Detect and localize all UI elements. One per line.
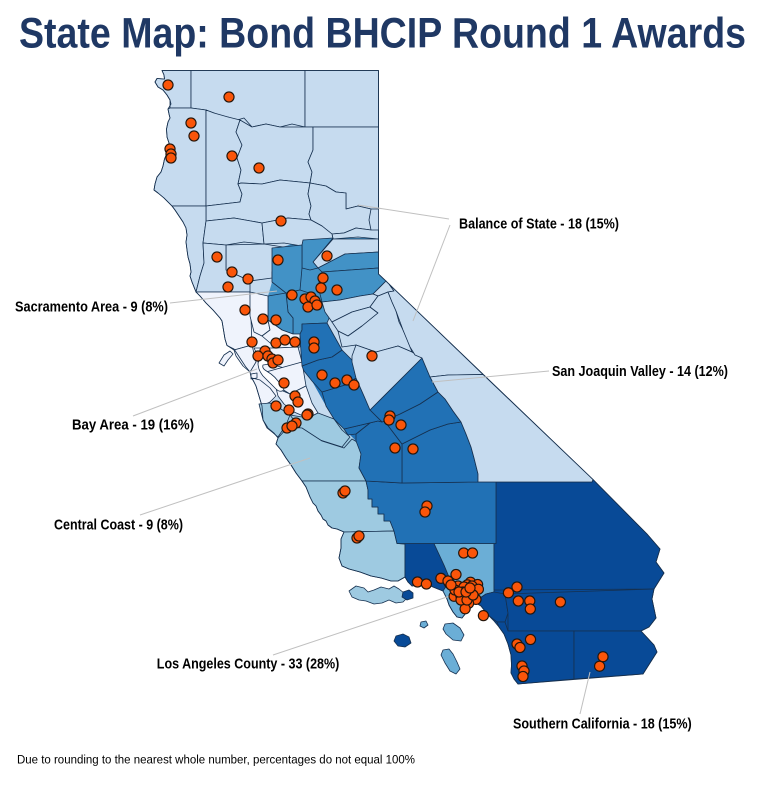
svg-text:Due to rounding to the nearest: Due to rounding to the nearest whole num… [17,753,415,767]
svg-text:Los Angeles County - 33 (28%): Los Angeles County - 33 (28%) [157,656,339,673]
svg-text:Southern California - 18 (15%): Southern California - 18 (15%) [513,716,692,733]
svg-text:Sacramento Area - 9 (8%): Sacramento Area - 9 (8%) [15,299,168,316]
svg-text:Central Coast - 9 (8%): Central Coast - 9 (8%) [54,517,183,534]
svg-text:State Map: Bond BHCIP Round 1: State Map: Bond BHCIP Round 1 Awards [19,11,746,58]
svg-text:Bay Area - 19 (16%): Bay Area - 19 (16%) [72,417,194,434]
svg-text:Balance of State - 18 (15%): Balance of State - 18 (15%) [459,216,619,233]
svg-text:San Joaquin Valley - 14 (12%): San Joaquin Valley - 14 (12%) [552,363,728,380]
